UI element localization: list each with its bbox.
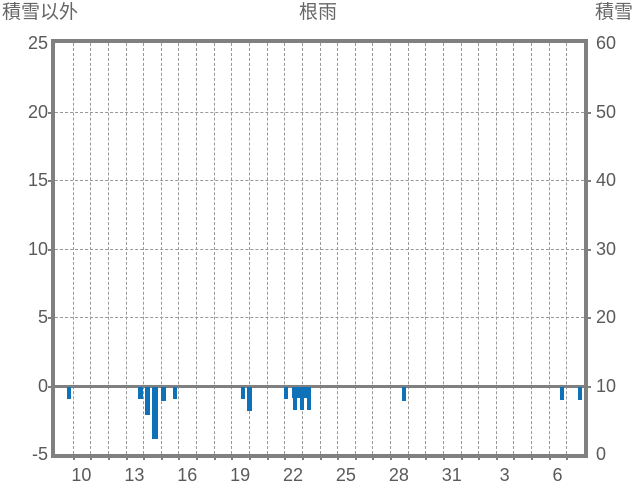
- bar: [161, 386, 166, 401]
- x-tick-label: 31: [441, 465, 462, 485]
- chart-title: 根雨: [298, 2, 337, 23]
- plot-area: [51, 39, 588, 458]
- left-axis-title: 積雪以外: [2, 2, 79, 23]
- bar: [152, 386, 158, 439]
- right-y-tick-label: 0: [596, 444, 607, 464]
- bar: [67, 386, 71, 399]
- horizontal-gridline: [55, 317, 584, 318]
- left-y-tick-label: 5: [37, 307, 48, 327]
- left-y-tick-label: -5: [31, 444, 48, 464]
- x-tick-label: 13: [124, 465, 145, 485]
- x-tick-label: 6: [552, 465, 563, 485]
- bar: [300, 386, 304, 410]
- left-y-tick-label: 0: [37, 375, 48, 396]
- right-y-tick-label: 60: [596, 33, 617, 53]
- horizontal-gridline: [55, 111, 584, 113]
- left-y-tick-label: 10: [27, 238, 48, 259]
- horizontal-gridline: [55, 248, 584, 250]
- left-y-tick-label: 15: [27, 170, 48, 190]
- left-y-tick-label: 20: [27, 101, 48, 122]
- x-tick-label: 25: [335, 465, 356, 485]
- left-y-tick-label: 25: [27, 33, 48, 53]
- bar: [241, 386, 245, 399]
- bar: [402, 386, 406, 401]
- right-y-tick-label: 50: [596, 101, 617, 122]
- x-tick-label: 19: [230, 465, 251, 485]
- x-tick-label: 10: [71, 465, 92, 485]
- bar: [173, 386, 177, 399]
- bar: [293, 386, 297, 410]
- bar: [560, 386, 564, 400]
- horizontal-gridline: [55, 180, 584, 181]
- right-axis-title: 積雪: [594, 2, 633, 23]
- bar: [247, 386, 252, 411]
- right-y-tick-label: 10: [596, 375, 617, 396]
- bar: [578, 386, 582, 400]
- right-y-tick-label: 30: [596, 238, 617, 259]
- plot-inner: [55, 43, 584, 454]
- x-tick-label: 3: [499, 465, 510, 485]
- x-tick-label: 22: [283, 465, 304, 485]
- right-y-tick-label: 40: [596, 170, 617, 190]
- bar: [284, 386, 288, 399]
- x-tick-label: 16: [177, 465, 198, 485]
- zero-line: [55, 384, 584, 388]
- right-y-tick-label: 20: [596, 307, 617, 327]
- bar: [138, 386, 143, 399]
- bar: [307, 386, 311, 410]
- bar: [145, 386, 150, 415]
- x-tick-label: 28: [388, 465, 409, 485]
